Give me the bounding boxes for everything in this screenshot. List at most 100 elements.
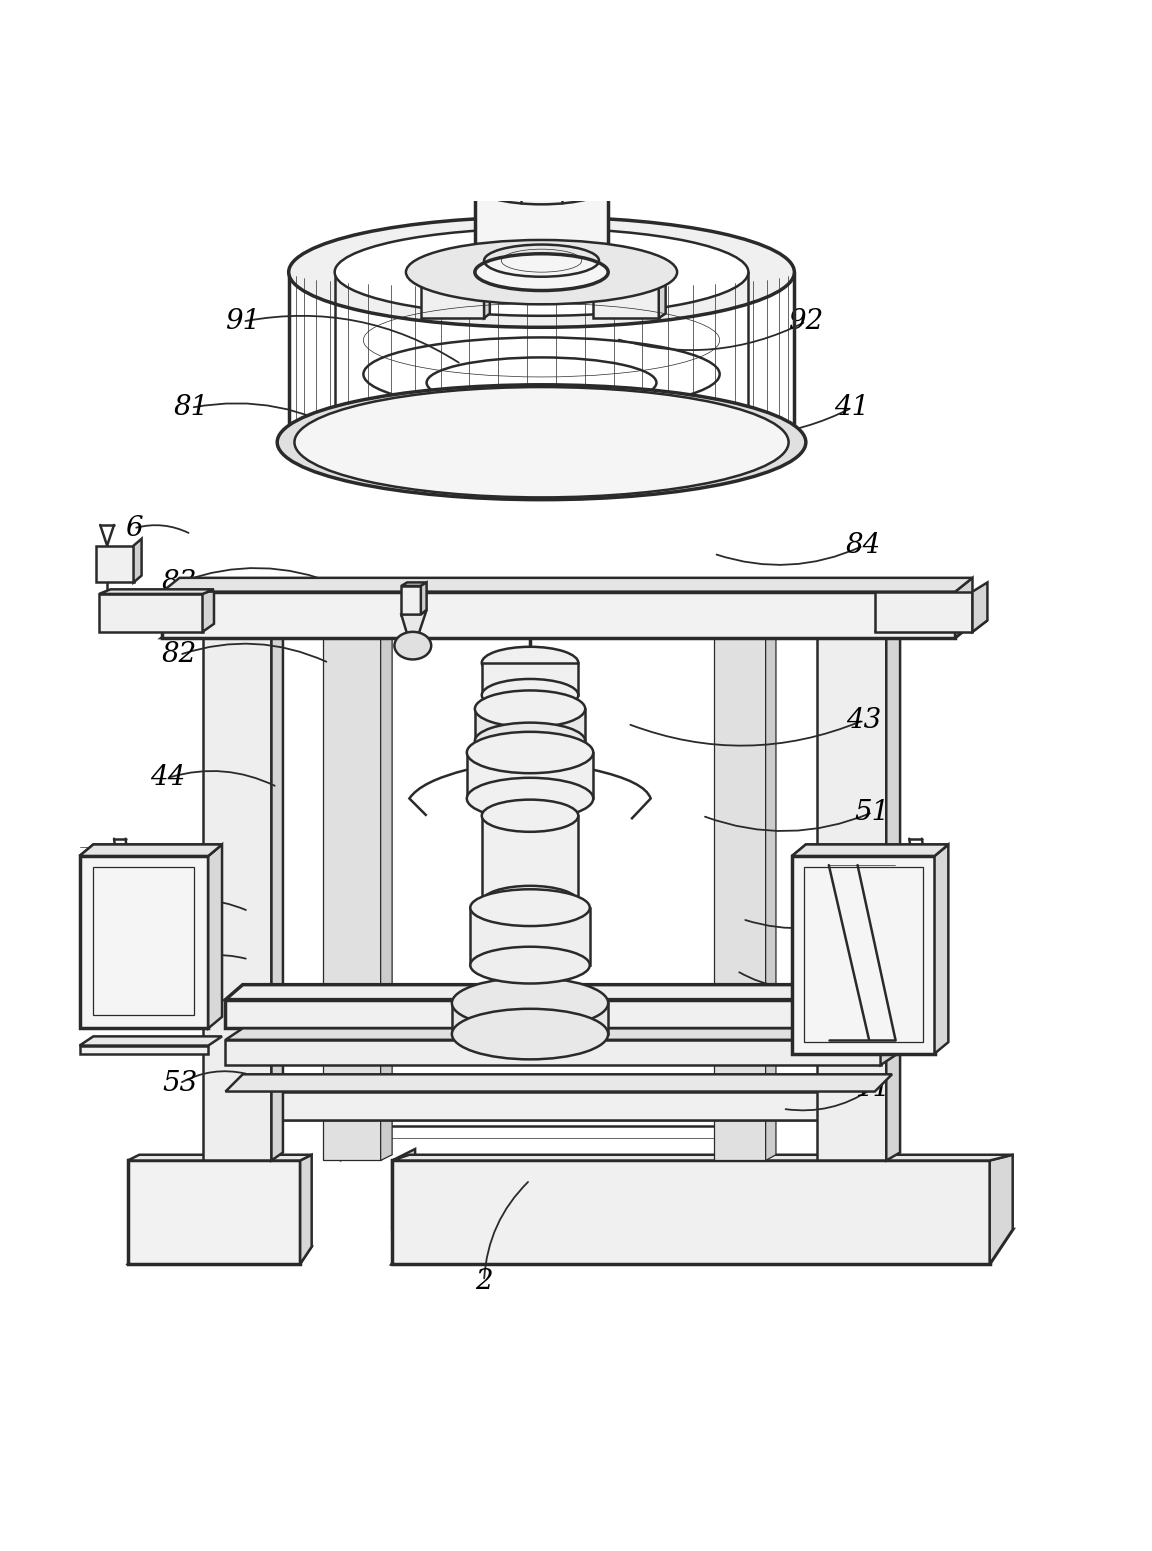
Polygon shape [79,844,222,856]
Polygon shape [817,610,900,614]
Polygon shape [203,610,283,614]
Polygon shape [128,1247,312,1264]
Polygon shape [79,844,222,856]
Polygon shape [226,999,880,1028]
Polygon shape [392,1149,415,1230]
Polygon shape [226,1092,874,1120]
Text: 81: 81 [174,394,209,422]
Ellipse shape [289,217,795,327]
Ellipse shape [475,690,585,727]
Polygon shape [470,907,590,965]
Polygon shape [990,1155,1013,1264]
Polygon shape [420,287,484,318]
Polygon shape [766,610,776,1160]
Polygon shape [955,579,972,637]
Ellipse shape [467,777,593,819]
Ellipse shape [475,140,608,175]
Polygon shape [817,614,886,1160]
Polygon shape [96,546,134,583]
Text: 53: 53 [162,1070,197,1097]
Polygon shape [392,1155,1013,1160]
Polygon shape [226,1039,880,1066]
Text: 82: 82 [162,641,197,668]
Text: 3: 3 [162,954,180,980]
Polygon shape [226,1028,897,1039]
Ellipse shape [452,1008,608,1059]
Ellipse shape [470,946,590,983]
Polygon shape [484,281,490,318]
Text: 6: 6 [124,515,143,541]
Polygon shape [793,844,948,856]
Polygon shape [793,844,948,856]
Polygon shape [452,1003,608,1035]
Text: 13: 13 [134,895,168,921]
Text: 52: 52 [852,898,888,924]
Polygon shape [128,1155,312,1160]
Polygon shape [874,1075,892,1120]
Polygon shape [272,610,283,1160]
Polygon shape [659,281,666,318]
Polygon shape [162,579,972,591]
Polygon shape [593,287,659,318]
Polygon shape [99,589,214,594]
Text: 44: 44 [151,765,185,791]
Ellipse shape [467,732,593,774]
Ellipse shape [482,886,578,918]
Ellipse shape [406,240,677,304]
Polygon shape [475,157,608,271]
Ellipse shape [516,82,567,99]
Polygon shape [874,620,987,631]
Polygon shape [467,752,593,799]
Text: 83: 83 [162,569,197,596]
Polygon shape [886,610,900,1160]
Ellipse shape [505,99,578,123]
Polygon shape [392,1230,1013,1264]
Ellipse shape [295,388,789,498]
Text: 421: 421 [653,268,706,295]
Polygon shape [874,591,972,631]
Text: 11: 11 [855,1075,890,1101]
Ellipse shape [482,647,578,679]
Polygon shape [226,985,897,999]
Polygon shape [593,281,666,287]
Polygon shape [266,1052,863,1062]
Polygon shape [392,1160,990,1264]
Ellipse shape [482,679,578,712]
Polygon shape [880,985,897,1028]
Polygon shape [714,614,766,1160]
Ellipse shape [278,385,806,499]
Polygon shape [99,594,203,631]
Polygon shape [134,538,142,583]
Text: 422: 422 [561,228,614,254]
Text: 84: 84 [846,532,881,560]
Polygon shape [972,583,987,631]
Text: 29: 29 [809,971,844,999]
Polygon shape [162,624,972,637]
Ellipse shape [475,254,608,290]
Polygon shape [420,281,490,287]
Polygon shape [203,589,214,631]
Polygon shape [301,1155,312,1264]
Ellipse shape [498,116,585,140]
Polygon shape [128,1160,301,1264]
Polygon shape [79,856,209,1028]
Ellipse shape [482,800,578,831]
Ellipse shape [394,631,431,659]
Text: 92: 92 [788,309,824,335]
Text: 41: 41 [834,394,870,422]
Polygon shape [401,610,426,637]
Polygon shape [934,844,948,1053]
Polygon shape [516,90,567,112]
Text: 51: 51 [855,799,890,825]
Polygon shape [226,1075,892,1092]
Polygon shape [324,614,380,1160]
Polygon shape [401,586,420,614]
Polygon shape [880,1028,897,1066]
Ellipse shape [289,388,795,498]
Text: 43: 43 [846,707,881,734]
Ellipse shape [452,977,608,1028]
Polygon shape [498,129,585,157]
Polygon shape [401,583,426,586]
Text: 2: 2 [476,1267,493,1295]
Polygon shape [226,1100,892,1120]
